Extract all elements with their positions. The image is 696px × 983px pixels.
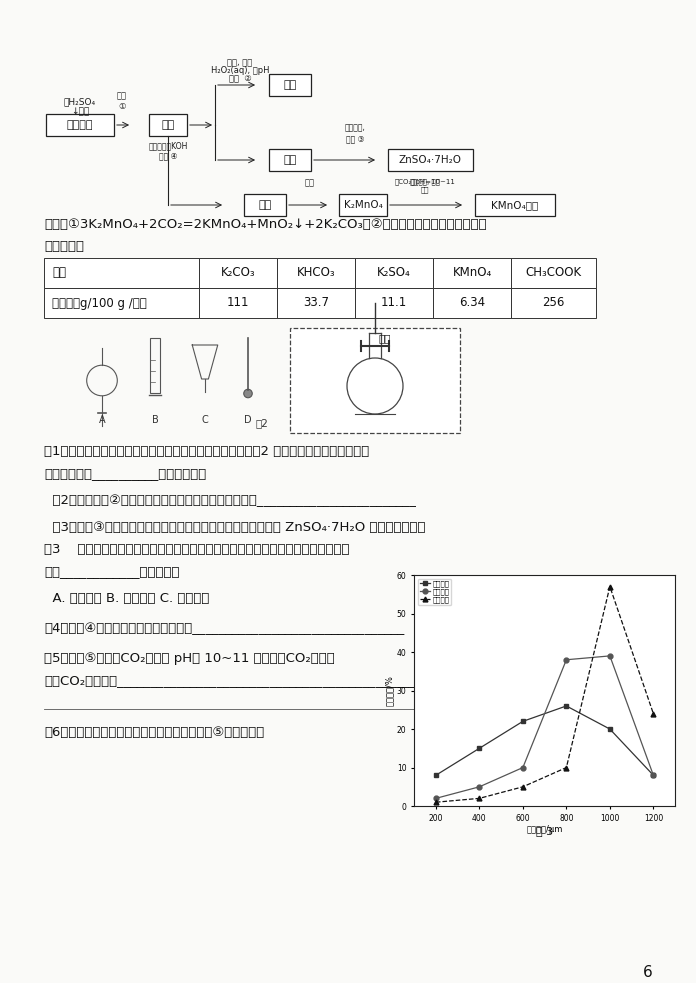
Text: 过滤
①: 过滤 ① [117,91,127,111]
Bar [433,288,511,318]
快速降温 [519,716,527,727]
Text: CH₃COOK: CH₃COOK [525,266,582,279]
Bar [199,258,277,288]
Text: 粉碎: 粉碎 [305,178,315,187]
Text: 过滤  ②: 过滤 ② [228,74,251,83]
Text: 资料：①3K₂MnO₄+2CO₂=2KMnO₄+MnO₂↓+2K₂CO₃。②常温下，相关物质的溶解度数: 资料：①3K₂MnO₄+2CO₂=2KMnO₄+MnO₂↓+2K₂CO₃。②常温… [44,218,487,231]
Bar [388,149,473,171]
X-axis label: 颗粒大小/μm: 颗粒大小/μm [526,826,563,835]
Text: 沉淀: 沉淀 [283,80,296,90]
Text: K₂CO₃: K₂CO₃ [221,266,255,279]
Bar [44,258,199,288]
缓慢降温 [649,770,658,781]
Circle shape [244,389,252,398]
Text: H₂O₂(aq), 调pH: H₂O₂(aq), 调pH [211,66,269,75]
Bar [355,258,433,288]
Bar [433,258,511,288]
Text: A: A [99,415,105,425]
Text: 溶解度（g/100 g /水）: 溶解度（g/100 g /水） [52,297,147,310]
快速降温 [562,700,571,712]
Bar [44,288,199,318]
Legend: 快速降温, 缓慢降温, 变速降温: 快速降温, 缓慢降温, 变速降温 [418,579,451,606]
Text: K₂MnO₄: K₂MnO₄ [344,200,382,210]
Bar [244,194,286,216]
Text: 33.7: 33.7 [303,297,329,310]
Bar [269,149,311,171]
Text: 6: 6 [643,965,653,980]
Bar [199,288,277,318]
Text: ZnSO₄·7H₂O: ZnSO₄·7H₂O [399,155,461,165]
Text: 物质: 物质 [52,266,66,279]
快速降温 [649,770,658,781]
快速降温 [606,723,614,735]
Text: KHCO₃: KHCO₃ [296,266,335,279]
变速降温 [606,581,614,593]
Bar [475,194,555,216]
Text: 滤液: 滤液 [283,155,296,165]
Text: A. 快速降温 B. 缓慢降温 C. 变速降温: A. 快速降温 B. 缓慢降温 C. 变速降温 [44,592,209,605]
Text: （6）结合相关物质的化学性质及溶解度，步骤⑤中可以替代: （6）结合相关物质的化学性质及溶解度，步骤⑤中可以替代 [44,726,264,739]
缓慢降温 [432,792,440,804]
Text: KMnO₄: KMnO₄ [452,266,491,279]
Text: 图2: 图2 [255,418,268,428]
Text: （2）检验步骤②所得滤液中是否含有含铁微粒的方法是________________________: （2）检验步骤②所得滤液中是否含有含铁微粒的方法是_______________… [44,494,416,507]
Text: （4）步骤④中发生反应的化学方程式为________________________________: （4）步骤④中发生反应的化学方程式为______________________… [44,622,404,635]
Text: 冷却结晶,
过滤 ③: 冷却结晶, 过滤 ③ [345,124,365,143]
Text: 111: 111 [227,297,249,310]
Bar [46,114,114,136]
Text: 滤液: 滤液 [161,120,175,130]
Text: 趁滤, 加入: 趁滤, 加入 [228,58,253,67]
Bar [149,114,187,136]
Text: 据见下表。: 据见下表。 [44,240,84,253]
Text: 通入CO₂的原因是________________________________________________: 通入CO₂的原因是_______________________________… [44,674,435,687]
缓慢降温 [475,781,484,792]
Bar [511,258,596,288]
Text: （1）往锌锰废料中加入稀硫酸并煮沸的操作的实验装置如图2 中右图所示，虚线框中最为: （1）往锌锰废料中加入稀硫酸并煮沸的操作的实验装置如图2 中右图所示，虚线框中最… [44,445,370,458]
Bar [339,194,387,216]
Line: 变速降温: 变速降温 [434,584,656,805]
Bar [290,328,460,433]
Bar [150,338,160,393]
Text: 11.1: 11.1 [381,297,407,310]
Text: B: B [152,415,159,425]
Text: 6.34: 6.34 [459,297,485,310]
变速降温 [519,781,527,792]
Text: 锌锰废料: 锌锰废料 [67,120,93,130]
Line: 缓慢降温: 缓慢降温 [434,654,656,801]
Text: 趁热过滤, 洗涤
分离: 趁热过滤, 洗涤 分离 [410,179,440,193]
Text: 滤渣: 滤渣 [258,200,271,210]
变速降温 [475,792,484,804]
Bar [277,258,355,288]
Text: ↓着沸: ↓着沸 [71,107,89,116]
变速降温 [649,708,658,720]
Text: （5）步骤⑤中通入CO₂至溶液 pH达 10~11 顿停止通CO₂能继续: （5）步骤⑤中通入CO₂至溶液 pH达 10~11 顿停止通CO₂能继续 [44,652,335,665]
缓慢降温 [562,654,571,665]
Bar [277,288,355,318]
变速降温 [562,762,571,774]
Text: 进行____________冷却结晶。: 进行____________冷却结晶。 [44,565,180,578]
Line: 快速降温: 快速降温 [434,704,656,778]
Text: （3）步骤③中，该小组采用不同降温方式进行冷却结晶，测得 ZnSO₄·7H₂O 颗粒大小分布如: （3）步骤③中，该小组采用不同降温方式进行冷却结晶，测得 ZnSO₄·7H₂O … [44,521,425,534]
快速降温 [475,742,484,754]
Text: 通CO₂至pH=10~11: 通CO₂至pH=10~11 [395,178,455,185]
Text: 图3    所示。根据该实验结果，为了得到颗粒大小相对均一的较大晶粒，宜选择方式: 图3 所示。根据该实验结果，为了得到颗粒大小相对均一的较大晶粒，宜选择方式 [44,543,349,556]
Text: C: C [202,415,208,425]
缓慢降温 [606,650,614,662]
Text: 稀H₂SO₄: 稀H₂SO₄ [64,97,96,106]
Bar [355,288,433,318]
Text: 图 3: 图 3 [536,826,553,836]
Text: 在滤液中加KOH
共熔 ④: 在滤液中加KOH 共熔 ④ [148,141,188,160]
Bar [511,288,596,318]
缓慢降温 [519,762,527,774]
Text: 256: 256 [542,297,564,310]
快速降温 [432,770,440,781]
Text: KMnO₄结晶: KMnO₄结晶 [491,200,539,210]
Text: 合适的仪器是__________。（填编号）: 合适的仪器是__________。（填编号） [44,467,206,480]
Text: K₂SO₄: K₂SO₄ [377,266,411,279]
Text: D: D [244,415,252,425]
Bar [269,74,311,96]
Text: 搅拌: 搅拌 [379,333,391,343]
Y-axis label: 质量分数/%: 质量分数/% [385,675,394,706]
变速降温 [432,796,440,808]
